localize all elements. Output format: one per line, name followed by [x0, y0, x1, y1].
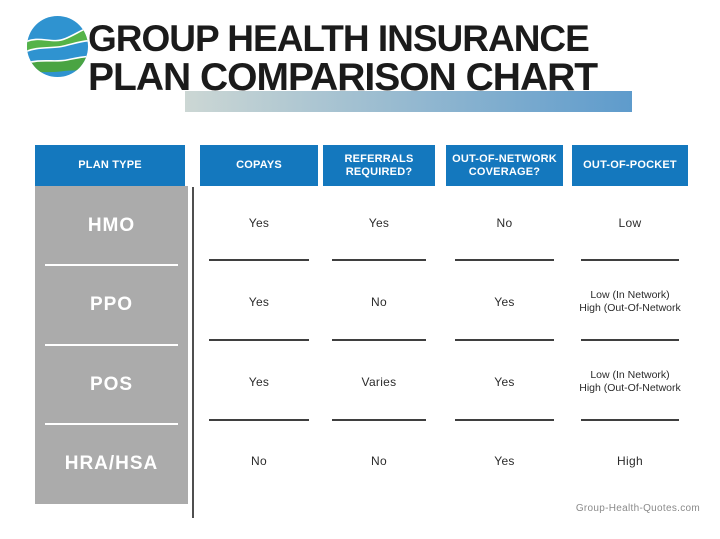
- table-cell: Yes: [248, 295, 270, 310]
- table-cell: No: [371, 454, 387, 469]
- table-cell: Yes: [248, 374, 270, 389]
- out-of-network-column: No Yes Yes Yes: [446, 186, 563, 504]
- column-header-copays: COPAYS: [200, 145, 318, 186]
- table-cell: Yes: [494, 374, 515, 389]
- cell-divider: [331, 339, 427, 341]
- table-cell: Low (In Network) High (Out-Of-Network: [579, 368, 681, 394]
- plan-row-label-hmo: HMO: [87, 214, 136, 236]
- table-cell: Varies: [361, 374, 397, 389]
- source-credit: Group-Health-Quotes.com: [575, 503, 700, 514]
- copays-column: Yes Yes Yes No: [200, 186, 318, 504]
- table-cell: High: [617, 454, 643, 469]
- cell-divider: [209, 339, 309, 341]
- cell-divider: [331, 259, 427, 261]
- plan-row-label-hra-hsa: HRA/HSA: [64, 453, 159, 475]
- row-divider: [45, 344, 178, 346]
- cell-divider: [455, 339, 554, 341]
- table-cell: No: [371, 295, 387, 310]
- cell-divider: [209, 259, 309, 261]
- table-cell: Yes: [494, 295, 515, 310]
- row-divider: [45, 423, 178, 425]
- page-title-line1: GROUP HEALTH INSURANCE: [88, 18, 590, 59]
- table-cell: No: [496, 215, 513, 230]
- title-underline-band: [185, 91, 632, 112]
- page-title-line2: PLAN COMPARISON CHART: [88, 56, 598, 99]
- cell-divider: [455, 419, 554, 421]
- table-cell: Yes: [368, 215, 390, 230]
- row-divider: [45, 264, 178, 266]
- plan-row-label-ppo: PPO: [89, 294, 134, 316]
- column-header-plan-type: PLAN TYPE: [35, 145, 185, 186]
- cell-divider: [581, 339, 679, 341]
- column-header-out-of-network: OUT-OF-NETWORK COVERAGE?: [446, 145, 563, 186]
- cell-divider: [581, 259, 679, 261]
- cell-divider: [455, 259, 554, 261]
- column-header-out-of-pocket: OUT-OF-POCKET: [572, 145, 688, 186]
- column-header-referrals: REFERRALS REQUIRED?: [323, 145, 435, 186]
- globe-waves-logo-icon: [26, 15, 89, 78]
- table-cell: Low (In Network) High (Out-Of-Network: [579, 289, 681, 315]
- out-of-pocket-column: Low Low (In Network) High (Out-Of-Networ…: [572, 186, 688, 504]
- table-cell: Yes: [248, 215, 270, 230]
- plan-type-column: HMO PPO POS HRA/HSA: [35, 186, 188, 504]
- table-left-rule: [192, 187, 194, 518]
- table-cell: Yes: [494, 454, 515, 469]
- cell-divider: [581, 419, 679, 421]
- table-cell: Low: [618, 215, 642, 230]
- referrals-column: Yes No Varies No: [323, 186, 435, 504]
- table-cell: No: [251, 454, 267, 469]
- plan-row-label-pos: POS: [89, 373, 134, 395]
- cell-divider: [209, 419, 309, 421]
- cell-divider: [331, 419, 427, 421]
